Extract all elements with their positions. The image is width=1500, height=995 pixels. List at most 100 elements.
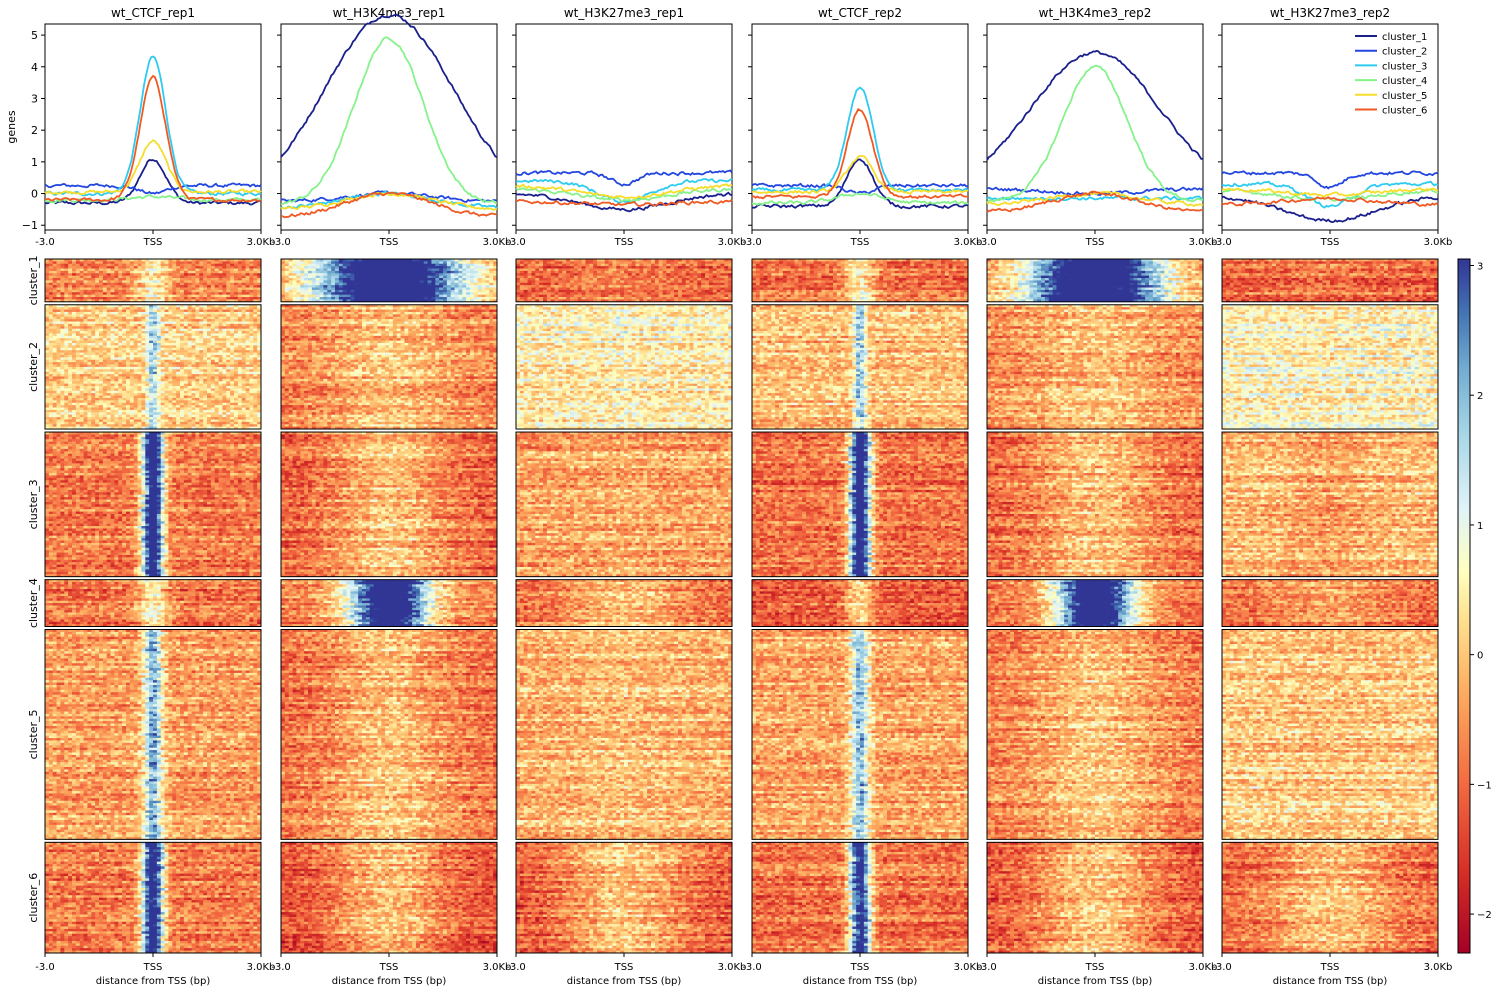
heatmap-block-cluster_4 bbox=[45, 580, 261, 627]
sample-title: wt_H3K4me3_rep2 bbox=[1039, 6, 1152, 20]
heatmap-block-cluster_4 bbox=[987, 580, 1203, 627]
profile-frame bbox=[752, 24, 968, 230]
colorbar-tick-label: 2 bbox=[1477, 391, 1483, 402]
profile-ytick-label: 1 bbox=[31, 156, 38, 169]
profile-xtick-label: -3.0 bbox=[1212, 237, 1232, 248]
heatmap-block-cluster_3 bbox=[987, 432, 1203, 577]
heatmap-block-cluster_5 bbox=[281, 630, 497, 840]
profile-line-cluster_4 bbox=[281, 37, 497, 204]
heatmap-block-cluster_6 bbox=[516, 842, 732, 953]
heatmap-xtick-label: -3.0 bbox=[506, 962, 526, 973]
heatmap-block-cluster_4 bbox=[1222, 580, 1438, 627]
profile-xtick-label: TSS bbox=[614, 237, 634, 248]
profile-xtick-label: -3.0 bbox=[977, 237, 997, 248]
colorbar-tick-label: −1 bbox=[1477, 780, 1492, 791]
profile-xtick-label: -3.0 bbox=[742, 237, 762, 248]
profile-line-cluster_6 bbox=[1222, 197, 1438, 206]
legend-label: cluster_2 bbox=[1382, 47, 1427, 58]
heatmap-block-cluster_4 bbox=[516, 580, 732, 627]
legend-label: cluster_5 bbox=[1382, 91, 1427, 102]
heatmap-xtick-label: TSS bbox=[614, 962, 634, 973]
profile-xtick-label: TSS bbox=[850, 237, 870, 248]
heatmap-xtick-label: -3.0 bbox=[977, 962, 997, 973]
sample-title: wt_CTCF_rep2 bbox=[818, 6, 902, 20]
heatmap-block-cluster_2 bbox=[281, 305, 497, 430]
heatmap-block-cluster_1 bbox=[987, 259, 1203, 302]
heatmap-block-cluster_5 bbox=[516, 630, 732, 840]
heatmap-block-cluster_5 bbox=[1222, 630, 1438, 840]
heatmap-block-cluster_6 bbox=[752, 842, 968, 953]
profile-xtick-label: -3.0 bbox=[35, 237, 55, 248]
profile-xtick-label: TSS bbox=[1085, 237, 1105, 248]
heatmap-xlabel: distance from TSS (bp) bbox=[567, 976, 682, 987]
heatmap-xtick-label: -3.0 bbox=[271, 962, 291, 973]
profile-xtick-label: TSS bbox=[143, 237, 163, 248]
colorbar-tick-label: 1 bbox=[1477, 521, 1483, 532]
cluster-label: cluster_3 bbox=[27, 479, 40, 529]
heatmap-block-cluster_1 bbox=[1222, 259, 1438, 302]
heatmap-xtick-label: TSS bbox=[1320, 962, 1340, 973]
profile-ytick-label: 4 bbox=[31, 61, 38, 74]
heatmap-xlabel: distance from TSS (bp) bbox=[1273, 976, 1388, 987]
heatmap-block-cluster_1 bbox=[752, 259, 968, 302]
heatmap-block-cluster_6 bbox=[1222, 842, 1438, 953]
colorbar-tick-label: −2 bbox=[1477, 910, 1492, 921]
profile-ytick-label: 2 bbox=[31, 124, 38, 137]
heatmap-block-cluster_2 bbox=[45, 305, 261, 430]
heatmap-block-cluster_6 bbox=[987, 842, 1203, 953]
heatmap-block-cluster_3 bbox=[45, 432, 261, 577]
legend-label: cluster_4 bbox=[1382, 76, 1427, 87]
profile-xtick-label: -3.0 bbox=[271, 237, 291, 248]
profile-frame bbox=[281, 24, 497, 230]
profile-line-cluster_1 bbox=[1222, 197, 1438, 222]
cluster-label: cluster_6 bbox=[27, 873, 40, 923]
profile-line-cluster_1 bbox=[45, 160, 261, 205]
profile-line-cluster_3 bbox=[752, 88, 968, 192]
heatmap-xtick-label: -3.0 bbox=[742, 962, 762, 973]
profile-xtick-label: -3.0 bbox=[506, 237, 526, 248]
heatmap-xtick-label: TSS bbox=[850, 962, 870, 973]
heatmap-xtick-label: TSS bbox=[379, 962, 399, 973]
profile-line-cluster_6 bbox=[45, 76, 261, 202]
profile-ytick-label: −1 bbox=[22, 219, 38, 232]
colorbar-tick-label: 3 bbox=[1477, 261, 1483, 272]
profile-line-cluster_1 bbox=[987, 51, 1203, 160]
heatmap-block-cluster_3 bbox=[516, 432, 732, 577]
heatmap-block-cluster_3 bbox=[1222, 432, 1438, 577]
cluster-label: cluster_4 bbox=[27, 578, 40, 628]
colorbar-tick-label: 0 bbox=[1477, 651, 1483, 662]
heatmap-block-cluster_2 bbox=[516, 305, 732, 430]
cluster-label: cluster_2 bbox=[27, 342, 40, 392]
heatmap-block-cluster_5 bbox=[45, 630, 261, 840]
heatmap-xlabel: distance from TSS (bp) bbox=[803, 976, 918, 987]
profile-line-cluster_2 bbox=[1222, 171, 1438, 188]
heatmap-block-cluster_5 bbox=[752, 630, 968, 840]
heatmap-xtick-label: TSS bbox=[1085, 962, 1105, 973]
profile-line-cluster_4 bbox=[987, 66, 1203, 203]
legend-label: cluster_3 bbox=[1382, 61, 1427, 72]
heatmap-block-cluster_4 bbox=[281, 580, 497, 627]
profile-line-cluster_2 bbox=[516, 171, 732, 186]
heatmap-block-cluster_1 bbox=[281, 259, 497, 302]
heatmap-block-cluster_2 bbox=[752, 305, 968, 430]
heatmap-block-cluster_3 bbox=[752, 432, 968, 577]
heatmap-block-cluster_3 bbox=[281, 432, 497, 577]
heatmap-xlabel: distance from TSS (bp) bbox=[332, 976, 447, 987]
profile-ytick-label: 3 bbox=[31, 92, 38, 105]
profile-xtick-label: 3.0Kb bbox=[1424, 237, 1453, 248]
sample-title: wt_CTCF_rep1 bbox=[111, 6, 195, 20]
legend-label: cluster_1 bbox=[1382, 32, 1427, 43]
colorbar bbox=[1458, 259, 1470, 953]
heatmap-xlabel: distance from TSS (bp) bbox=[1038, 976, 1153, 987]
profile-line-cluster_4 bbox=[516, 188, 732, 202]
profile-ylabel: genes bbox=[5, 110, 18, 143]
heatmap-block-cluster_4 bbox=[752, 580, 968, 627]
heatmap-block-cluster_6 bbox=[45, 842, 261, 953]
heatmap-block-cluster_6 bbox=[281, 842, 497, 953]
heatmap-xtick-label: TSS bbox=[143, 962, 163, 973]
heatmap-xtick-label: -3.0 bbox=[35, 962, 55, 973]
profile-line-cluster_3 bbox=[987, 196, 1203, 200]
cluster-label: cluster_5 bbox=[27, 709, 40, 759]
heatmap-block-cluster_1 bbox=[516, 259, 732, 302]
legend-label: cluster_6 bbox=[1382, 106, 1427, 117]
